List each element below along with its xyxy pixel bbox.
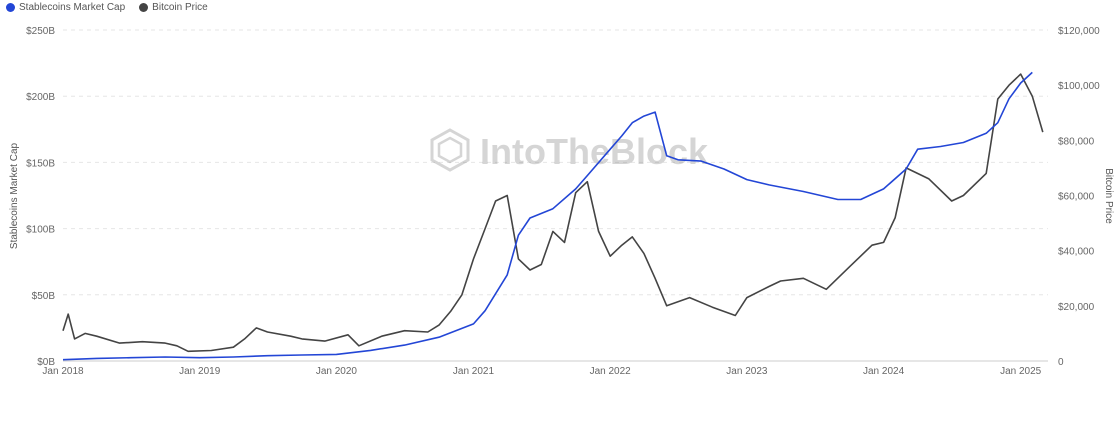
x-tick-label: Jan 2023 <box>726 366 768 377</box>
legend-label-bitcoin: Bitcoin Price <box>152 2 208 13</box>
right-tick-label: $20,000 <box>1058 302 1095 313</box>
right-axis-ticks: 0 $20,000 $40,000 $60,000 $80,000 $100,000 $12… <box>1058 26 1100 368</box>
left-tick-label: $50B <box>32 291 56 302</box>
x-tick-label: Jan 2022 <box>590 366 632 377</box>
right-tick-label: $80,000 <box>1058 136 1095 147</box>
left-tick-label: $100B <box>26 225 55 236</box>
left-tick-label: $200B <box>26 92 55 103</box>
intotheblock-logo-icon <box>430 128 470 172</box>
legend-item-stablecoins[interactable]: Stablecoins Market Cap <box>6 2 125 13</box>
series-line-stablecoins <box>62 71 1033 361</box>
right-tick-label: $100,000 <box>1058 81 1100 92</box>
x-axis-ticks: Jan 2018 Jan 2019 Jan 2020 Jan 2021 Jan 2022… <box>42 366 1041 377</box>
watermark: IntoTheBlock <box>430 128 709 172</box>
x-tick-label: Jan 2020 <box>316 366 358 377</box>
right-tick-label: $60,000 <box>1058 192 1095 203</box>
right-tick-label: 0 <box>1058 357 1064 368</box>
legend: Stablecoins Market Cap Bitcoin Price <box>6 2 208 13</box>
left-axis-label: Stablecoins Market Cap <box>9 142 20 249</box>
right-tick-label: $120,000 <box>1058 26 1100 37</box>
legend-label-stablecoins: Stablecoins Market Cap <box>19 2 126 13</box>
left-tick-label: $250B <box>26 26 55 37</box>
x-tick-label: Jan 2024 <box>863 366 905 377</box>
x-tick-label: Jan 2021 <box>453 366 495 377</box>
right-tick-label: $40,000 <box>1058 247 1095 258</box>
series-line-bitcoin <box>62 73 1044 353</box>
series-lines <box>62 71 1044 361</box>
left-axis-ticks: $0B $50B $100B $150B $200B $250B <box>26 26 55 368</box>
x-tick-label: Jan 2018 <box>42 366 84 377</box>
legend-dot-icon <box>6 3 15 12</box>
right-axis-label: Bitcoin Price <box>1103 168 1114 224</box>
x-tick-label: Jan 2019 <box>179 366 221 377</box>
grid-lines <box>63 29 1048 362</box>
legend-dot-icon <box>139 3 149 12</box>
left-tick-label: $0B <box>37 357 55 368</box>
watermark-text: IntoTheBlock <box>480 131 709 172</box>
legend-item-bitcoin[interactable]: Bitcoin Price <box>139 2 208 13</box>
left-tick-label: $150B <box>26 158 55 169</box>
x-tick-label: Jan 2025 <box>1000 366 1042 377</box>
